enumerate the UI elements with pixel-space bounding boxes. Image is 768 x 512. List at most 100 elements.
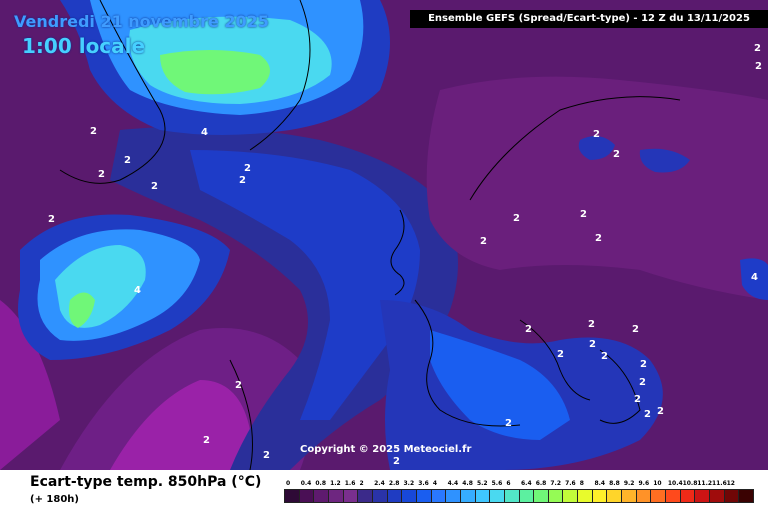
color-scale-legend [284,489,754,503]
legend-swatch [695,490,711,502]
contour-label: 2 [632,324,639,335]
atlantic-green [69,292,95,328]
contour-label: 2 [588,319,595,330]
contour-label: 2 [525,324,532,335]
legend-label: 10.4 [667,480,683,487]
contour-label: 2 [613,149,620,160]
legend-swatch [490,490,505,502]
blue-band-atlantic [190,150,420,420]
contour-label: 2 [480,236,487,247]
legend-label: 10.8 [682,480,698,487]
legend-label: 1.6 [344,480,356,487]
contour-label: 2 [580,209,587,220]
forecast-local-time: 1:00 locale [22,34,146,58]
legend-swatch [475,490,491,502]
legend-label: 11.2 [697,480,713,487]
legend-swatch [446,490,461,502]
legend-swatch [607,490,623,502]
magenta-zone-west [0,300,60,470]
legend-label: 6 [506,480,511,487]
legend-label: 3.2 [403,480,415,487]
coast-azores-region [229,359,253,470]
legend-label: 8.4 [594,480,606,487]
legend-label: 8.8 [609,480,620,487]
legend-label: 1.2 [330,480,341,487]
contour-label: 2 [239,175,246,186]
legend-label: 4 [432,480,438,487]
contour-label: 2 [244,163,251,174]
contour-label: 4 [201,127,208,138]
legend-swatch [563,490,579,502]
legend-swatch [578,490,593,502]
legend-swatch [504,490,520,502]
contour-label: 2 [90,126,97,137]
legend-swatch [680,490,696,502]
legend-swatch [739,490,753,502]
legend-label: 10 [653,480,662,487]
coast-scandinavia [469,96,681,201]
contour-label: 2 [644,409,651,420]
legend-label: 11.6 [711,480,727,487]
legend-label: 4.4 [447,480,459,487]
legend-swatch [592,490,608,502]
legend-label: 5.2 [476,480,488,487]
legend-swatch [314,490,329,502]
contour-label: 2 [203,435,210,446]
legend-label: 8 [579,480,584,487]
coast-greenland-west [59,0,166,184]
contour-label: 4 [751,272,758,283]
contour-label: 2 [634,394,641,405]
legend-swatch [534,490,549,502]
legend-swatch [519,490,535,502]
legend-swatch [372,490,388,502]
blue-patch-east-edge [740,258,768,300]
legend-swatch [724,490,740,502]
legend-label: 3.6 [418,480,429,487]
legend-label: 2.4 [374,480,385,487]
legend-labels: 0 0.4 0.8 1.2 1.6 2 2.4 2.8 3.2 3.6 4 4.4 4.8 5.2 5.6 6… [284,480,754,490]
legend-swatch [460,490,476,502]
contour-label: 2 [639,377,646,388]
legend-swatch [387,490,403,502]
legend-swatch [285,490,300,502]
legend-swatch [328,490,344,502]
legend-label: 6.8 [535,480,547,487]
contour-label: 2 [601,351,608,362]
legend-label: 6.4 [521,480,532,487]
legend-label: 12 [726,480,735,487]
contour-label: 2 [48,214,55,225]
legend-swatch [636,490,652,502]
forecast-date: Vendredi 21 novembre 2025 [14,12,269,31]
contour-label: 2 [98,169,105,180]
parameter-title: Ecart-type temp. 850hPa (°C) [30,474,262,490]
blue-patch-baltic [578,136,615,160]
legend-swatch [416,490,432,502]
purple-zone-northeast [426,76,768,301]
contour-label: 2 [263,450,270,461]
legend-label: 7.6 [565,480,576,487]
bright-blue-mediterranean [430,330,570,440]
legend-label: 5.6 [491,480,503,487]
legend-label: 4.8 [462,480,473,487]
copyright-notice: Copyright © 2025 Meteociel.fr [300,444,472,455]
contour-label: 2 [151,181,158,192]
spread-map: Vendredi 21 novembre 2025 1:00 locale En… [0,0,768,470]
contour-label: 2 [513,213,520,224]
legend-swatch [343,490,359,502]
contour-label: 2 [754,43,761,54]
map-canvas [0,0,768,470]
legend-swatch [431,490,447,502]
legend-swatch [651,490,667,502]
contour-label: 2 [505,418,512,429]
contour-label: 2 [640,359,647,370]
lead-time: (+ 180h) [30,494,79,505]
blue-patch-russia [639,148,690,173]
legend-label: 0.4 [300,480,312,487]
coast-iberia-france [414,299,521,427]
contour-label: 2 [595,233,602,244]
legend-label: 0.8 [315,480,327,487]
legend-label: 7.2 [550,480,562,487]
coast-italy [519,319,591,401]
legend-swatch [358,490,373,502]
